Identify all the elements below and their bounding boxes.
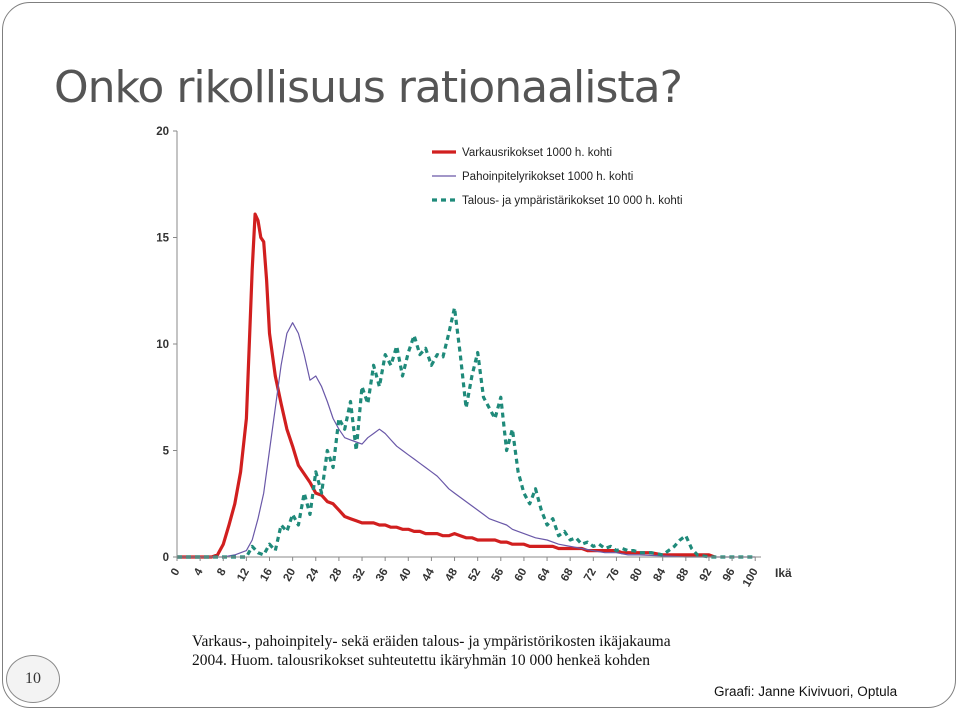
chart-caption: Varkaus-, pahoinpitely- sekä eräiden tal…: [192, 632, 802, 670]
y-tick-label: 20: [156, 126, 169, 138]
x-tick-label: 96: [721, 567, 738, 584]
graph-credit: Graafi: Janne Kivivuori, Optula: [714, 684, 898, 699]
y-tick-label: 10: [156, 339, 169, 351]
x-tick-label: 12: [235, 567, 252, 584]
x-tick-label: 72: [582, 567, 599, 584]
x-tick-label: 8: [215, 566, 229, 578]
x-tick-label: 0: [169, 567, 183, 579]
page-number: 10: [25, 670, 41, 687]
caption-line-1: Varkaus-, pahoinpitely- sekä eräiden tal…: [192, 633, 671, 650]
page-number-badge: 10: [6, 655, 60, 703]
x-tick-label: 4: [192, 566, 206, 578]
x-tick-label: 24: [305, 566, 322, 584]
x-tick-label: 80: [628, 567, 645, 584]
x-tick-label: 68: [559, 566, 576, 584]
caption-line-2: 2004. Huom. talousrikokset suhteutettu i…: [192, 652, 651, 669]
legend-label-1: Varkausrikokset 1000 h. kohti: [462, 147, 612, 159]
y-tick-label: 5: [163, 446, 170, 458]
x-tick-label: 56: [490, 567, 507, 584]
y-tick-label: 15: [156, 233, 169, 245]
x-tick-label: 84: [652, 566, 669, 584]
series-line-2: [177, 322, 756, 558]
x-tick-label: 32: [351, 567, 368, 584]
chart-legend: Varkausrikokset 1000 h. kohti Pahoinpitel…: [432, 147, 683, 207]
x-tick-label: 40: [397, 567, 414, 584]
x-tick-label: 92: [698, 567, 715, 584]
x-tick-label: 88: [675, 566, 692, 584]
legend-label-3: Talous- ja ympäristärikokset 10 000 h. k…: [462, 195, 683, 207]
x-tick-label: 20: [281, 567, 298, 584]
x-tick-label: 52: [466, 567, 483, 584]
x-tick-label: 60: [513, 567, 530, 584]
x-tick-label: 16: [258, 567, 275, 584]
x-axis-label: Ikä: [775, 566, 792, 580]
x-tick-label: 76: [605, 567, 622, 584]
series-line-1: [177, 212, 716, 559]
x-tick-label: 28: [328, 566, 345, 584]
chart-series-layer: [177, 212, 756, 559]
x-tick-label: 48: [443, 566, 460, 584]
x-tick-label: 36: [374, 567, 391, 584]
x-tick-label: 64: [536, 566, 553, 584]
slide-title: Onko rikollisuus rationaalista?: [54, 62, 683, 113]
legend-label-2: Pahoinpitelyrikokset 1000 h. kohti: [462, 171, 633, 183]
x-tick-label: 44: [420, 566, 437, 584]
y-tick-label: 0: [163, 552, 169, 564]
x-tick-label: 100: [741, 567, 761, 590]
series-line-3: [177, 306, 756, 559]
